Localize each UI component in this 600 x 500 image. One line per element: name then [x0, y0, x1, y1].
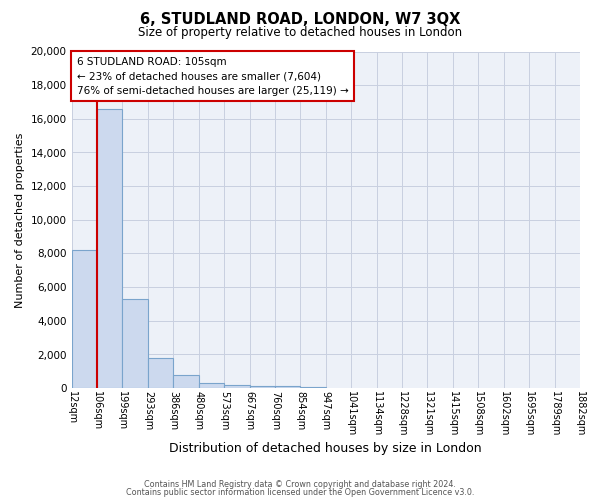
Bar	[122, 299, 148, 388]
Text: Size of property relative to detached houses in London: Size of property relative to detached ho…	[138, 26, 462, 39]
X-axis label: Distribution of detached houses by size in London: Distribution of detached houses by size …	[169, 442, 482, 455]
Text: Contains public sector information licensed under the Open Government Licence v3: Contains public sector information licen…	[126, 488, 474, 497]
Bar	[148, 358, 173, 388]
Text: 6 STUDLAND ROAD: 105sqm
← 23% of detached houses are smaller (7,604)
76% of semi: 6 STUDLAND ROAD: 105sqm ← 23% of detache…	[77, 56, 349, 96]
Bar	[173, 374, 199, 388]
Text: 6, STUDLAND ROAD, LONDON, W7 3QX: 6, STUDLAND ROAD, LONDON, W7 3QX	[140, 12, 460, 28]
Bar	[71, 250, 97, 388]
Bar	[97, 108, 122, 388]
Y-axis label: Number of detached properties: Number of detached properties	[15, 132, 25, 308]
Text: Contains HM Land Registry data © Crown copyright and database right 2024.: Contains HM Land Registry data © Crown c…	[144, 480, 456, 489]
Bar	[275, 386, 301, 388]
Bar	[301, 387, 326, 388]
Bar	[250, 386, 275, 388]
Bar	[224, 385, 250, 388]
Bar	[199, 383, 224, 388]
